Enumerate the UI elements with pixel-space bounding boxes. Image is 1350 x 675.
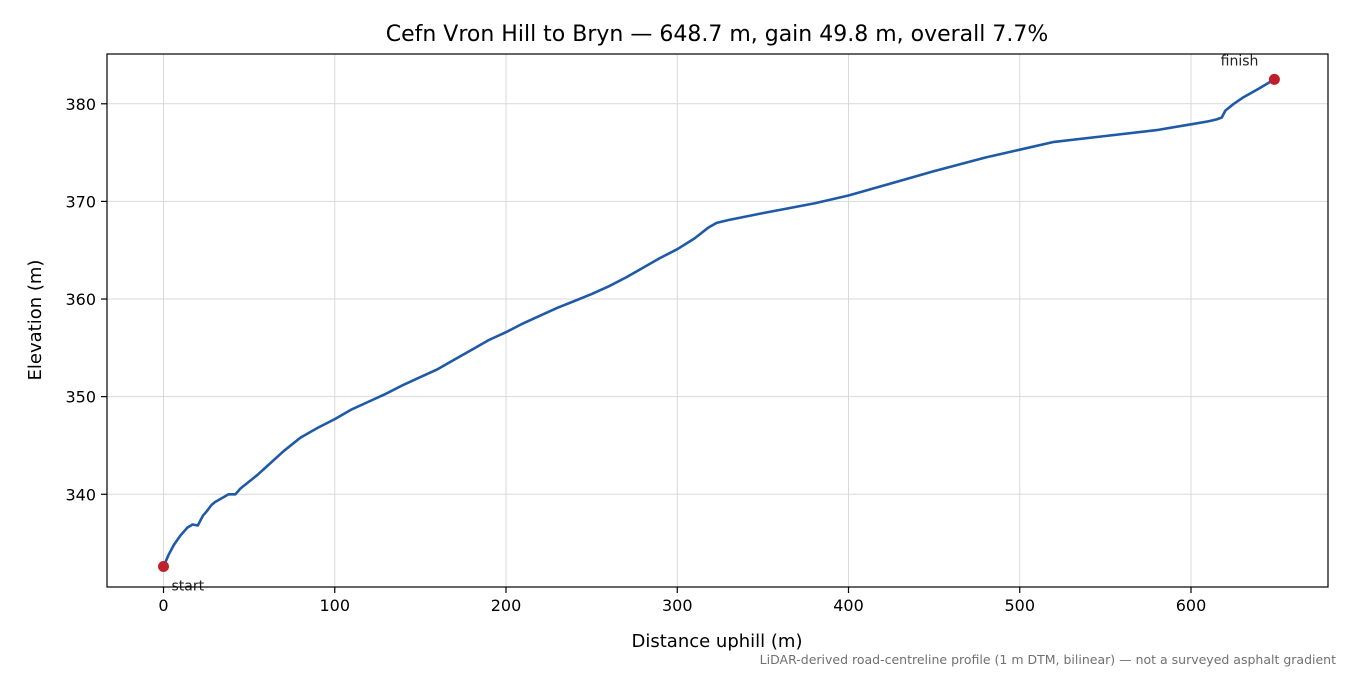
x-axis-ticks: 0 100 200 300 400 500 600 [158, 587, 1206, 615]
x-tick-label: 200 [491, 596, 522, 615]
data-source-note: LiDAR-derived road-centreline profile (1… [760, 652, 1336, 667]
plot-frame [106, 53, 1329, 588]
y-tick-label: 360 [65, 290, 96, 309]
x-tick-label: 100 [319, 596, 350, 615]
elevation-profile-line [162, 78, 1276, 568]
x-axis-label: Distance uphill (m) [632, 631, 803, 652]
finish-marker [1268, 73, 1280, 85]
grid-lines [107, 54, 1328, 587]
y-axis-label: Elevation (m) [25, 260, 46, 381]
y-tick-label: 350 [65, 388, 96, 407]
x-tick-label: 400 [833, 596, 864, 615]
y-tick-label: 380 [65, 95, 96, 114]
start-marker [158, 561, 170, 572]
y-tick-label: 370 [65, 192, 96, 211]
x-tick-label: 500 [1004, 596, 1035, 615]
y-tick-label: 340 [65, 485, 96, 504]
chart-title: Cefn Vron Hill to Bryn — 648.7 m, gain 4… [386, 22, 1049, 47]
x-tick-label: 300 [662, 596, 693, 615]
x-tick-label: 600 [1176, 596, 1207, 615]
x-tick-label: 0 [158, 596, 168, 615]
y-axis-ticks: 340 350 360 370 380 [65, 95, 107, 504]
finish-label: finish [1221, 53, 1259, 69]
